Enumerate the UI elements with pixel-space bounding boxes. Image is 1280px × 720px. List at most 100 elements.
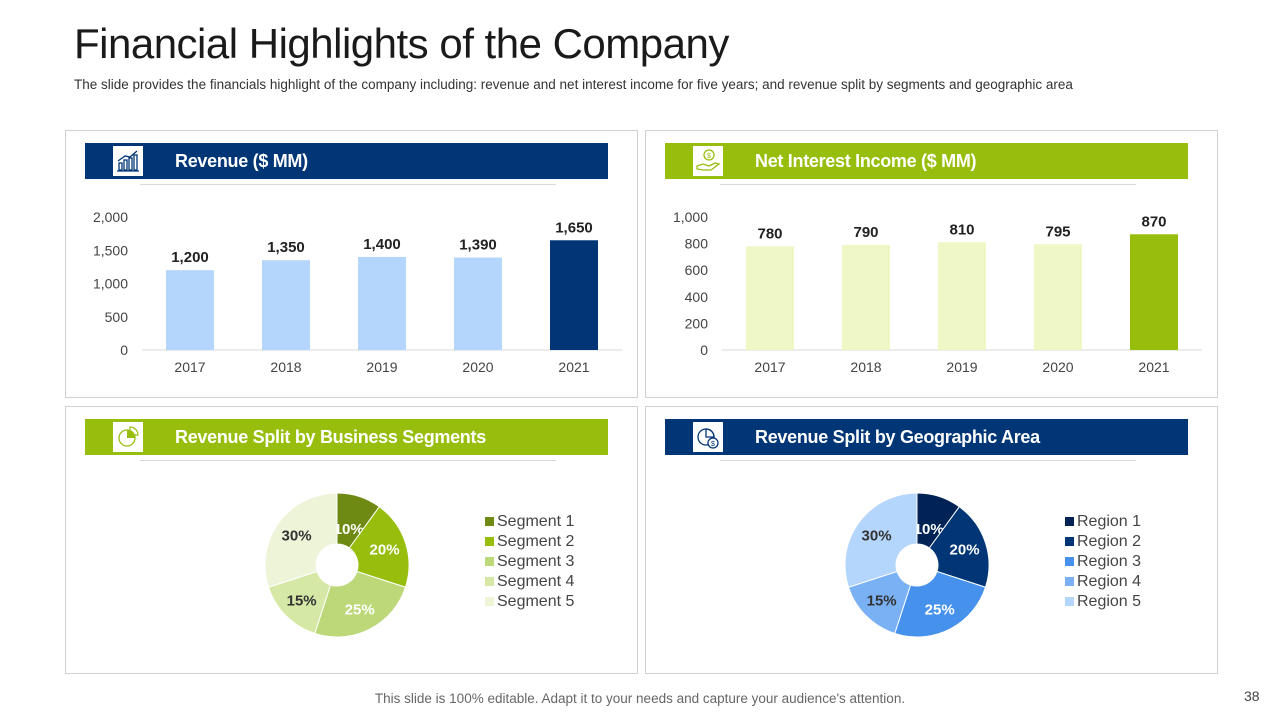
geo-slice-label: 20% xyxy=(950,542,980,559)
nii-bar xyxy=(746,246,794,350)
revenue-heading: Revenue ($ MM) xyxy=(175,151,308,171)
segments-divider xyxy=(140,460,556,461)
geo-slice-label: 10% xyxy=(914,521,944,538)
segments-legend-label: Segment 4 xyxy=(497,573,574,590)
geo-legend-swatch xyxy=(1065,597,1074,606)
nii-header: $ Net Interest Income ($ MM) xyxy=(665,143,1188,179)
revenue-value-label: 1,200 xyxy=(171,249,209,266)
segments-slice-label: 30% xyxy=(282,528,312,545)
svg-text:$: $ xyxy=(707,153,711,160)
segments-legend-label: Segment 5 xyxy=(497,593,574,610)
segments-slice-label: 15% xyxy=(287,592,317,609)
nii-value-label: 810 xyxy=(949,221,974,238)
revenue-value-label: 1,650 xyxy=(555,219,593,236)
segments-slice xyxy=(314,570,407,638)
revenue-value-label: 1,390 xyxy=(459,237,497,254)
segments-header: Revenue Split by Business Segments xyxy=(85,419,608,455)
geo-legend-label: Region 2 xyxy=(1077,533,1141,550)
nii-value-label: 790 xyxy=(853,224,878,241)
pie-chart-icon xyxy=(113,422,143,452)
segments-legend-swatch xyxy=(485,597,494,606)
revenue-value-label: 1,350 xyxy=(267,239,305,256)
revenue-x-tick-label: 2017 xyxy=(174,359,205,375)
segments-slice-label: 10% xyxy=(334,521,364,538)
nii-value-label: 870 xyxy=(1141,213,1166,230)
revenue-ytick-label: 0 xyxy=(120,342,128,358)
segments-legend-swatch xyxy=(485,517,494,526)
revenue-ytick-label: 500 xyxy=(105,309,129,325)
nii-panel: $ Net Interest Income ($ MM) 0 200 400 600 8… xyxy=(645,130,1218,398)
segments-slice-label: 20% xyxy=(370,542,400,559)
nii-value-label: 780 xyxy=(757,225,782,242)
geo-legend-label: Region 1 xyxy=(1077,513,1141,530)
nii-heading: Net Interest Income ($ MM) xyxy=(755,151,977,171)
segments-legend-label: Segment 3 xyxy=(497,553,574,570)
segments-pie-chart: 10% 20% 25% 15% 30% Segment 1 Segment 2 Segment… xyxy=(264,492,574,638)
revenue-bar-chart: 0 500 1,000 1,500 2,000 1,200 2017 1,350 2018 1,4… xyxy=(93,209,622,375)
geo-slice xyxy=(844,492,918,588)
segments-heading: Revenue Split by Business Segments xyxy=(175,427,486,447)
geo-slice-label: 15% xyxy=(867,592,897,609)
slide-subtitle: The slide provides the financials highli… xyxy=(74,77,1073,92)
nii-bar xyxy=(842,244,890,350)
geo-legend-swatch xyxy=(1065,577,1074,586)
svg-text:$: $ xyxy=(711,441,715,448)
revenue-bar xyxy=(262,260,310,350)
nii-divider xyxy=(720,184,1136,185)
revenue-bar xyxy=(358,256,406,350)
nii-x-tick-label: 2019 xyxy=(946,359,977,375)
nii-bar xyxy=(938,242,986,350)
geo-legend-label: Region 5 xyxy=(1077,593,1141,610)
nii-ytick-label: 0 xyxy=(700,342,708,358)
geo-divider xyxy=(720,460,1136,461)
revenue-ytick-label: 1,500 xyxy=(93,242,128,258)
geo-slice xyxy=(894,570,987,638)
nii-ytick-label: 800 xyxy=(685,236,709,252)
revenue-bar xyxy=(550,240,598,350)
money-hand-icon: $ xyxy=(693,146,723,176)
nii-ytick-label: 200 xyxy=(685,315,709,331)
revenue-header: Revenue ($ MM) xyxy=(85,143,608,179)
segments-legend-swatch xyxy=(485,557,494,566)
segments-legend-label: Segment 1 xyxy=(497,513,574,530)
segments-slice xyxy=(348,506,410,588)
revenue-ytick-label: 2,000 xyxy=(93,209,128,225)
nii-x-tick-label: 2017 xyxy=(754,359,785,375)
nii-bar xyxy=(1034,244,1082,350)
geo-legend-label: Region 3 xyxy=(1077,553,1141,570)
chart-growth-icon xyxy=(113,146,143,176)
geo-legend-swatch xyxy=(1065,537,1074,546)
geo-slice xyxy=(928,506,990,588)
revenue-bar xyxy=(166,270,214,350)
revenue-value-label: 1,400 xyxy=(363,236,401,253)
segments-legend-label: Segment 2 xyxy=(497,533,574,550)
slide-title: Financial Highlights of the Company xyxy=(74,20,729,67)
nii-bar xyxy=(1130,234,1178,350)
geo-legend-swatch xyxy=(1065,557,1074,566)
nii-bar-chart: 0 200 400 600 800 1,000 780 2017 790 2018 810 2019 7… xyxy=(673,209,1202,375)
segments-slice-label: 25% xyxy=(345,602,375,619)
footer-note: This slide is 100% editable. Adapt it to… xyxy=(374,691,906,706)
segments-legend-swatch xyxy=(485,577,494,586)
segments-panel: Revenue Split by Business Segments 10% 20… xyxy=(65,406,638,674)
nii-x-tick-label: 2018 xyxy=(850,359,881,375)
geo-slice-label: 25% xyxy=(925,602,955,619)
geo-pie-chart: 10% 20% 25% 15% 30% Region 1 Region 2 Region 3 R… xyxy=(844,492,1141,638)
nii-value-label: 795 xyxy=(1045,223,1070,240)
geo-header: $ Revenue Split by Geographic Area xyxy=(665,419,1188,455)
revenue-x-tick-label: 2020 xyxy=(462,359,493,375)
geo-legend-label: Region 4 xyxy=(1077,573,1141,590)
geo-legend-swatch xyxy=(1065,517,1074,526)
page-number: 38 xyxy=(1244,688,1260,704)
nii-ytick-label: 400 xyxy=(685,289,709,305)
revenue-x-tick-label: 2019 xyxy=(366,359,397,375)
revenue-bar xyxy=(454,257,502,350)
revenue-divider xyxy=(140,184,556,185)
revenue-x-tick-label: 2018 xyxy=(270,359,301,375)
nii-x-tick-label: 2020 xyxy=(1042,359,1073,375)
geo-panel: $ Revenue Split by Geographic Area 10% 20… xyxy=(645,406,1218,674)
geo-slice-label: 30% xyxy=(862,528,892,545)
revenue-ytick-label: 1,000 xyxy=(93,276,128,292)
nii-x-tick-label: 2021 xyxy=(1138,359,1169,375)
revenue-panel: Revenue ($ MM) 0 500 1,000 1,500 2,000 1,200 2… xyxy=(65,130,638,398)
